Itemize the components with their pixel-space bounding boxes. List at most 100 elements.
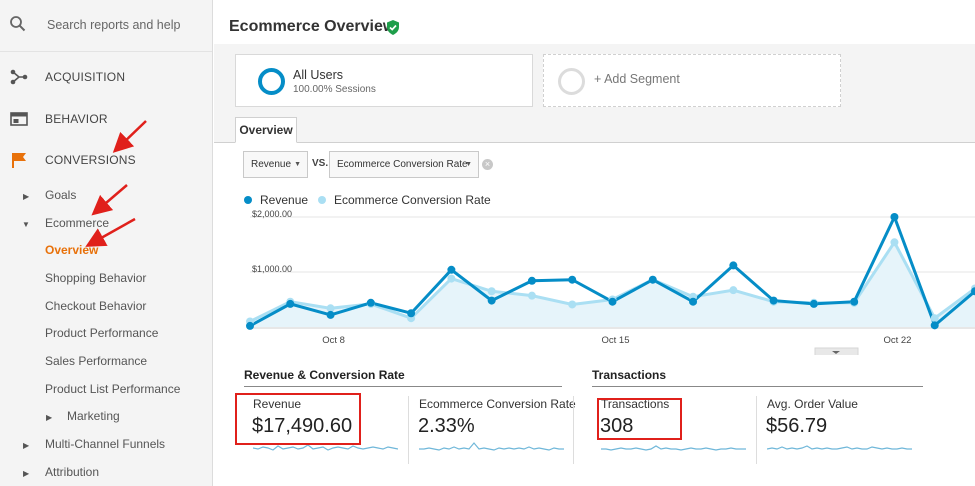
revenue-point[interactable] [326,310,335,319]
metric-value: $17,490.60 [252,415,353,437]
revenue-point[interactable] [608,297,617,306]
x-tick-label: Oct 22 [883,335,911,346]
metric-value: 2.33% [418,415,475,437]
chevron-down-icon [832,351,840,354]
sparkline [253,444,398,451]
revenue-point[interactable] [286,299,295,308]
search-icon[interactable] [9,15,27,33]
chevron-right-icon[interactable]: ▶ [23,469,30,478]
revenue-point[interactable] [809,299,818,308]
search-bar[interactable]: Search reports and help [0,0,212,52]
group-title-revenue: Revenue & Conversion Rate [244,368,562,387]
flag-icon [12,153,26,168]
sidebar-item-ecommerce[interactable]: Ecommerce [45,216,110,230]
revenue-point[interactable] [527,276,536,285]
add-segment-label: + Add Segment [594,72,680,86]
sidebar-item-product-list-performance[interactable]: Product List Performance [45,382,181,396]
tab-divider [214,142,975,143]
sparkline [601,445,746,451]
tab-overview[interactable]: Overview [235,117,297,143]
metric-label: Transactions [601,397,670,411]
chevron-down-icon[interactable]: ▼ [22,220,30,229]
sidebar-item-sales-performance[interactable]: Sales Performance [45,354,148,368]
sidebar-item-multi-channel-funnels[interactable]: Multi-Channel Funnels [45,437,166,451]
legend-label: Revenue [260,193,309,207]
annotation-box-revenue [235,393,361,445]
metric-label: Revenue [253,397,302,411]
metric-tile-revenue[interactable]: Revenue $17,490.60 [244,396,404,466]
chevron-down-icon: ▼ [465,161,472,168]
revenue-point[interactable] [648,275,657,284]
metric-tile-transactions[interactable]: Transactions 308 [592,396,752,466]
metric-select-conversion-rate[interactable]: Ecommerce Conversion Rate ▼ [329,151,479,178]
conversion-rate-point[interactable] [729,286,738,295]
metric-value: 308 [600,415,634,437]
metric-tile-conversion-rate[interactable]: Ecommerce Conversion Rate 2.33% [410,396,580,466]
metric-select-label: Revenue [251,159,292,170]
legend-conversion-rate[interactable]: Ecommerce Conversion Rate [318,193,491,207]
sidebar-item-label: ACQUISITION [45,70,126,84]
conversion-rate-point[interactable] [568,300,577,309]
sidebar-item-behavior[interactable]: BEHAVIOR [0,102,212,136]
annotation-arrow [112,120,147,153]
chevron-right-icon[interactable]: ▶ [46,413,53,422]
metric-select-revenue[interactable]: Revenue ▼ [243,151,308,178]
conversion-rate-point[interactable] [326,304,335,313]
vs-label: VS. [312,158,329,169]
revenue-point[interactable] [366,298,375,307]
sidebar-item-conversions[interactable]: CONVERSIONS [0,143,212,177]
annotation-arrow [91,184,128,216]
chevron-right-icon[interactable]: ▶ [23,192,30,201]
x-tick-label: Oct 8 [322,335,345,346]
revenue-point[interactable] [246,321,254,330]
y-tick-label: $2,000.00 [252,209,292,219]
sidebar-item-overview[interactable]: Overview [45,243,99,257]
add-segment-button[interactable]: + Add Segment [543,54,841,107]
sidebar-item-label: CONVERSIONS [45,153,136,167]
revenue-point[interactable] [850,297,859,306]
verified-shield-icon [387,20,399,35]
metric-tile-avg-order-value[interactable]: Avg. Order Value $56.79 [758,396,928,466]
sidebar-item-acquisition[interactable]: ACQUISITION [0,60,212,94]
segment-sessions: 100.00% Sessions [293,84,376,95]
revenue-point[interactable] [568,275,577,284]
clear-icon[interactable]: × [482,159,493,170]
revenue-point[interactable] [890,213,899,221]
search-input[interactable]: Search reports and help [47,18,181,32]
annotation-arrow [85,217,136,247]
revenue-point[interactable] [689,297,698,306]
legend-revenue[interactable]: Revenue [244,193,308,207]
annotation-arrows [85,120,147,247]
segment-name: All Users [293,68,344,82]
sidebar-item-marketing[interactable]: Marketing [67,409,120,423]
metric-label: Avg. Order Value [767,397,858,411]
conversion-rate-point[interactable] [930,314,939,323]
revenue-point[interactable] [487,296,496,305]
sidebar-item-checkout-behavior[interactable]: Checkout Behavior [45,299,147,313]
main-content: Ecommerce Overview All Users 100.00% Ses… [214,0,975,486]
revenue-point[interactable] [407,309,416,318]
legend-dot [244,196,252,204]
metric-select-label: Ecommerce Conversion Rate [337,159,468,170]
chevron-down-icon: ▼ [294,161,301,168]
legend-label: Ecommerce Conversion Rate [334,193,491,207]
revenue-point[interactable] [971,287,975,296]
sidebar-item-product-performance[interactable]: Product Performance [45,326,159,340]
line-chart[interactable]: $2,000.00 $1,000.00 Oct 8 Oct 15 Oct 22 [214,205,975,355]
sidebar-item-attribution[interactable]: Attribution [45,465,100,479]
revenue-point[interactable] [729,261,738,270]
conversion-rate-area [250,242,975,327]
conversion-rate-point[interactable] [447,274,456,283]
sidebar-item-shopping-behavior[interactable]: Shopping Behavior [45,271,147,285]
conversion-rate-point[interactable] [487,287,496,296]
revenue-point[interactable] [447,265,456,274]
tile-divider [756,396,757,464]
chevron-right-icon[interactable]: ▶ [23,441,30,450]
revenue-point[interactable] [769,296,778,305]
conversion-rate-point[interactable] [890,238,899,247]
conversion-rate-point[interactable] [527,291,536,300]
segment-ring-icon [558,68,585,95]
sidebar-item-goals[interactable]: Goals [45,188,77,202]
revenue-point[interactable] [930,321,939,330]
segment-all-users[interactable]: All Users 100.00% Sessions [235,54,533,107]
